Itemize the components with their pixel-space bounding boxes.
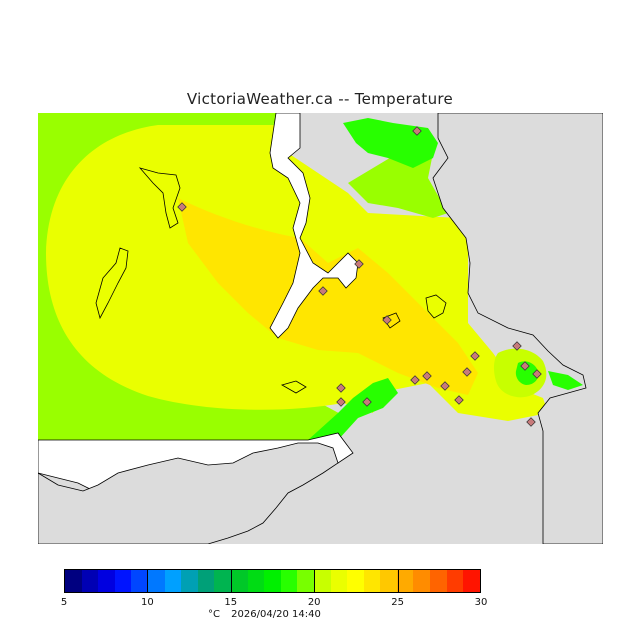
colorbar-tick-label: 25	[391, 597, 404, 608]
colorbar-swatch	[430, 570, 447, 592]
colorbar-swatch	[264, 570, 281, 592]
station-marker[interactable]	[520, 361, 530, 371]
island-strait-small	[280, 380, 307, 394]
station-marker[interactable]	[532, 369, 542, 379]
temp-zone-green-east	[515, 361, 539, 385]
colorbar-swatch	[65, 570, 82, 592]
colorbar-swatch	[247, 570, 265, 592]
colorbar-swatch	[81, 570, 99, 592]
colorbar-swatch	[164, 570, 182, 592]
colorbar-swatch	[380, 570, 397, 592]
colorbar-swatch	[463, 570, 480, 592]
island-east-small	[425, 294, 447, 319]
water-saanich-inlet	[269, 113, 359, 339]
temp-zone-green-eastcape	[548, 371, 583, 390]
colorbar-swatch	[147, 570, 165, 592]
colorbar-swatch	[280, 570, 298, 592]
station-marker[interactable]	[336, 397, 346, 407]
colorbar-tick-label: 5	[60, 597, 68, 608]
station-marker[interactable]	[410, 375, 420, 385]
temperature-colorbar	[64, 569, 481, 593]
colorbar-tick-label: 30	[474, 597, 488, 608]
colorbar-swatch	[446, 570, 464, 592]
island-north	[138, 167, 181, 229]
island-west	[95, 247, 129, 320]
temp-zone-green-south	[308, 378, 398, 440]
colorbar-swatch	[347, 570, 364, 592]
colorbar-swatch	[197, 570, 215, 592]
colorbar-swatch	[313, 570, 331, 592]
station-marker[interactable]	[422, 371, 432, 381]
colorbar-tick-label: 10	[141, 597, 154, 608]
station-marker[interactable]	[470, 351, 480, 361]
station-marker[interactable]	[454, 395, 464, 405]
map-title: VictoriaWeather.ca -- Temperature	[186, 90, 454, 108]
colorbar-swatch	[413, 570, 431, 592]
colorbar-swatch	[114, 570, 132, 592]
station-marker[interactable]	[362, 397, 372, 407]
island-center-small	[382, 312, 401, 329]
station-marker[interactable]	[440, 381, 450, 391]
colorbar-major-tick	[231, 569, 232, 593]
colorbar-swatch	[396, 570, 414, 592]
colorbar-tick-label: 15	[224, 597, 238, 608]
temp-zone-warm	[178, 198, 478, 395]
colorbar-swatch	[330, 570, 348, 592]
colorbar-swatch	[214, 570, 231, 592]
map-footer: °C 2026/04/20 14:40	[208, 609, 329, 620]
colorbar-tick-label: 20	[307, 597, 321, 608]
colorbar-swatch	[363, 570, 381, 592]
station-marker[interactable]	[412, 126, 422, 136]
station-markers	[177, 126, 542, 427]
map-canvas	[38, 113, 603, 544]
colorbar-major-tick	[398, 569, 399, 593]
station-marker[interactable]	[462, 367, 472, 377]
station-marker[interactable]	[382, 315, 392, 325]
station-marker[interactable]	[526, 417, 536, 427]
station-marker[interactable]	[177, 202, 187, 212]
colorbar-major-tick	[314, 569, 315, 593]
unit-label: °C	[208, 609, 220, 620]
timestamp: 2026/04/20 14:40	[231, 609, 321, 620]
station-marker[interactable]	[512, 341, 522, 351]
station-marker[interactable]	[354, 259, 364, 269]
land-east	[432, 113, 603, 544]
colorbar-swatch	[181, 570, 198, 592]
temperature-map[interactable]	[38, 113, 603, 544]
colorbar-swatch	[230, 570, 248, 592]
colorbar-swatch	[98, 570, 115, 592]
land-olympic-peninsula	[38, 442, 339, 544]
station-marker[interactable]	[318, 286, 328, 296]
station-marker[interactable]	[336, 383, 346, 393]
colorbar-major-tick	[147, 569, 148, 593]
colorbar-swatch	[131, 570, 148, 592]
colorbar-swatch	[297, 570, 314, 592]
